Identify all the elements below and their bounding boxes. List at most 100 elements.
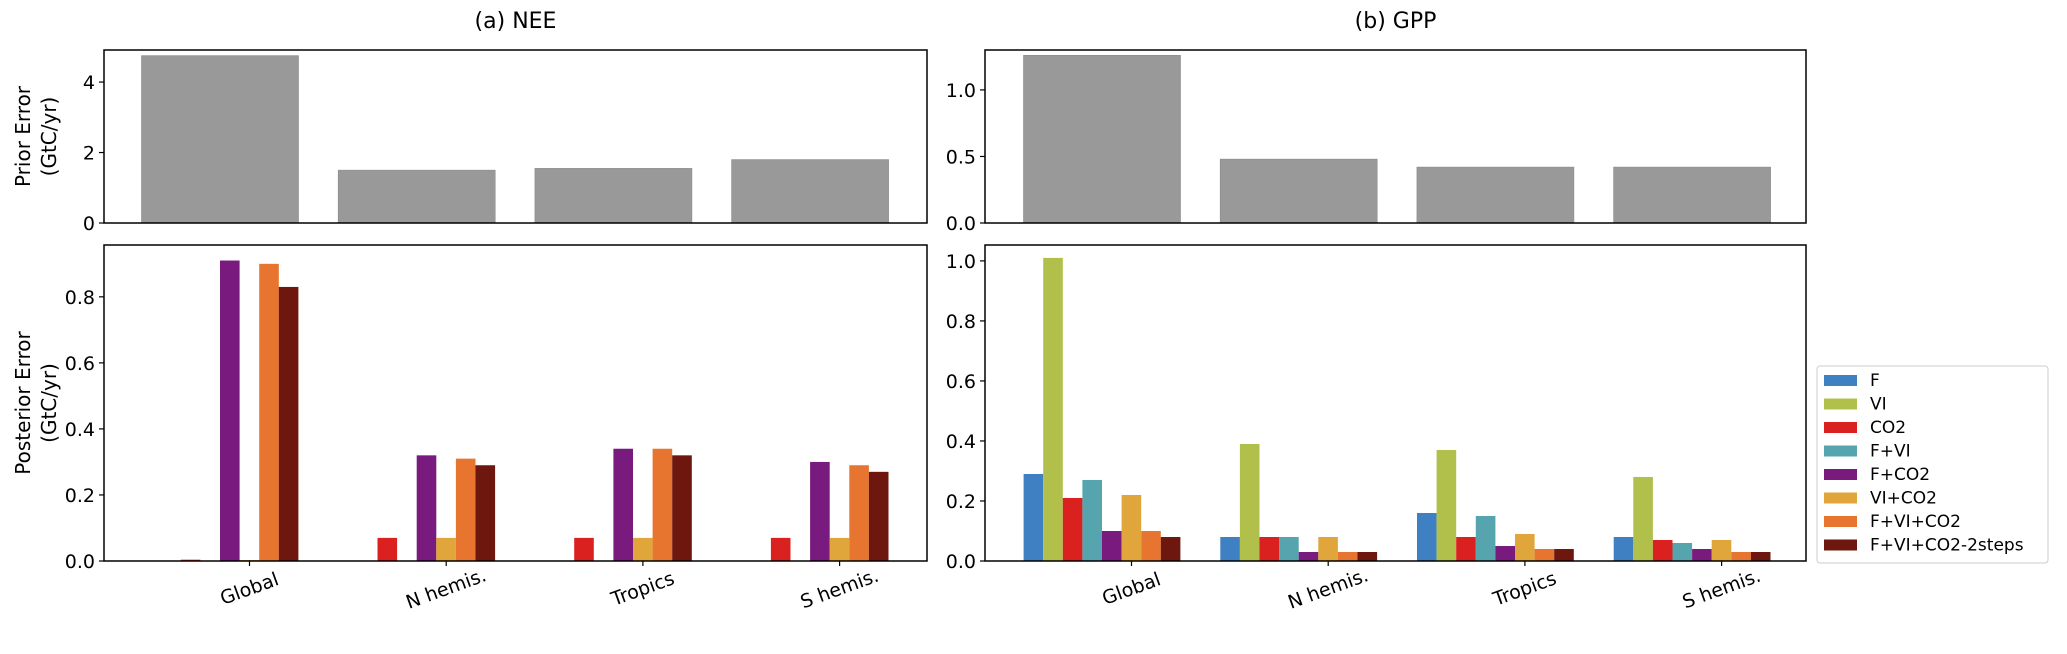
legend-label: F+CO2 (1870, 465, 1930, 485)
posterior-bar (1102, 530, 1122, 561)
posterior-bar (416, 455, 437, 561)
posterior-bar (1672, 542, 1693, 561)
posterior-bar (1731, 551, 1751, 561)
y-tick-label: 0.4 (946, 431, 976, 453)
y-tick-label: 0.8 (65, 287, 95, 309)
posterior-bar (1417, 512, 1437, 561)
legend-swatch (1824, 469, 1857, 480)
posterior-bar (1043, 257, 1063, 561)
y-tick-label: 2 (83, 143, 95, 165)
posterior-bar (475, 465, 496, 561)
posterior-bar (1436, 449, 1457, 561)
x-tick-label: N hemis. (1285, 564, 1371, 613)
legend-swatch (1824, 445, 1857, 457)
x-tick-label: N hemis. (403, 564, 489, 613)
y-tick-label: 0.2 (946, 491, 976, 513)
legend-swatch (1824, 516, 1857, 527)
posterior-bar (220, 260, 240, 561)
posterior-bar (652, 448, 673, 561)
y-tick-label: 0.6 (946, 371, 976, 393)
axes-frame (103, 244, 928, 562)
y-tick-label: 4 (83, 72, 95, 94)
legend-swatch (1824, 422, 1857, 433)
y-tick-label: 0.0 (946, 551, 976, 573)
panel-gpp: (b) GPP 0.0 0.5 1.0 Global N hemis. Tropics S h… (946, 9, 1807, 614)
posterior-bar (1456, 536, 1476, 561)
legend-label: F+VI+CO2-2steps (1870, 536, 2024, 556)
y-axis-label: (GtC/yr) (37, 97, 61, 177)
x-tick-label: Tropics (1489, 567, 1559, 610)
prior-axes: 0 2 4 Prior Error (GtC/yr) (11, 49, 928, 235)
posterior-bar (1062, 497, 1083, 561)
posterior-bar (1337, 551, 1358, 561)
posterior-bar (1534, 548, 1555, 561)
posterior-bar (810, 461, 830, 561)
posterior-bar (1259, 536, 1280, 561)
prior-bar (141, 55, 299, 224)
legend-label: F+VI+CO2 (1870, 512, 1961, 532)
posterior-bar (1160, 536, 1181, 561)
legend-label: CO2 (1870, 418, 1906, 438)
legend-label: VI (1870, 395, 1887, 415)
panel-title: (b) GPP (1355, 9, 1437, 34)
posterior-bar (436, 537, 456, 561)
posterior-bar (259, 263, 279, 561)
posterior-bar (1613, 536, 1634, 561)
y-tick-label: 0.8 (946, 311, 976, 333)
prior-bar (1416, 166, 1575, 224)
posterior-bar (1141, 530, 1161, 561)
posterior-bar (1652, 539, 1673, 561)
prior-bar (337, 169, 496, 224)
y-tick-label: 0.0 (65, 551, 95, 573)
posterior-bar (574, 537, 594, 561)
posterior-bar (1515, 533, 1535, 561)
posterior-bar (1220, 536, 1240, 561)
y-tick-label: 1.0 (946, 80, 976, 102)
legend-box (1816, 365, 2049, 564)
y-tick-label: 0.6 (65, 353, 95, 375)
posterior-bar (1318, 536, 1338, 561)
y-tick-label: 0.2 (65, 485, 95, 507)
axes-frame (103, 49, 928, 224)
axes-frame (984, 49, 1807, 224)
x-tick-label: S hemis. (1680, 565, 1764, 614)
posterior-bar (1633, 476, 1653, 561)
y-tick-label: 0.4 (65, 419, 95, 441)
prior-bar (1023, 55, 1181, 224)
prior-bar (534, 168, 693, 224)
posterior-bar (672, 455, 692, 561)
x-tick-label: Global (1099, 568, 1163, 609)
axes-frame (984, 244, 1807, 562)
x-tick-label: Global (217, 568, 281, 609)
prior-axes: 0.0 0.5 1.0 (946, 49, 1807, 235)
y-tick-label: 0 (83, 213, 95, 235)
posterior-bar (829, 537, 850, 561)
posterior-bar (1495, 545, 1515, 561)
y-tick-label: 0.5 (946, 146, 976, 168)
posterior-axes: Global N hemis. Tropics S hemis. 0.0 0.2 0.4 0.… (11, 244, 928, 614)
posterior-bar (1082, 479, 1102, 561)
posterior-bar (455, 458, 476, 561)
posterior-bar (1357, 551, 1378, 561)
legend-label: VI+CO2 (1870, 489, 1937, 509)
posterior-bar (1711, 539, 1732, 561)
y-axis-label: (GtC/yr) (37, 363, 61, 443)
posterior-bar (278, 286, 299, 561)
y-axis-label: Posterior Error (11, 330, 35, 474)
posterior-bar (770, 537, 791, 561)
legend-swatch (1824, 375, 1857, 386)
prior-bar (1219, 158, 1378, 224)
posterior-bar (1298, 551, 1319, 561)
legend-swatch (1824, 398, 1857, 410)
y-tick-label: 1.0 (946, 251, 976, 273)
x-tick-label: Tropics (607, 567, 677, 610)
legend-label: F (1870, 371, 1880, 391)
posterior-bar (849, 465, 869, 561)
legend: F VI CO2 F+VI F+CO2 VI+CO2 F+VI+CO2 F+VI+CO2-2s… (1816, 365, 2049, 564)
posterior-bar (613, 448, 633, 561)
posterior-bar (868, 471, 889, 561)
posterior-bar (1121, 494, 1142, 561)
prior-bar (1613, 166, 1771, 224)
legend-swatch (1824, 539, 1857, 551)
